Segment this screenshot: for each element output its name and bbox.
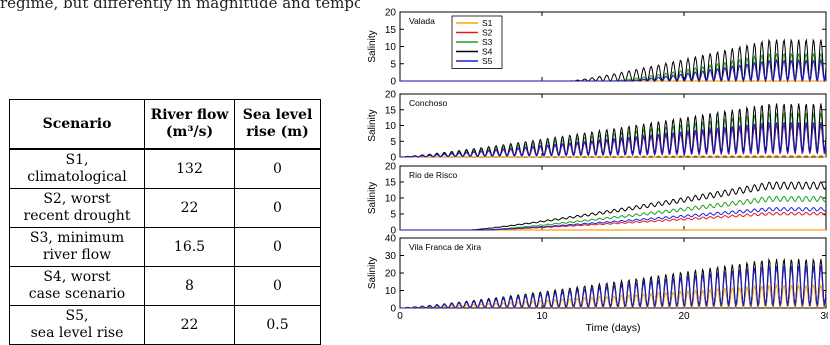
y-tick-label: 0 <box>390 304 396 315</box>
legend-label: S1 <box>482 18 493 28</box>
y-tick-label: 15 <box>385 178 397 189</box>
y-tick-label: 20 <box>385 90 397 101</box>
panel-frame <box>399 165 827 231</box>
x-tick-label: 20 <box>678 311 690 322</box>
y-tick-label: 15 <box>385 105 397 116</box>
y-axis-label: Salinity <box>367 109 378 141</box>
x-tick-label: 0 <box>397 311 403 322</box>
y-tick-label: 40 <box>385 234 397 245</box>
y-tick-label: 10 <box>385 121 397 132</box>
scenario-cell: S1, climatological <box>9 148 145 189</box>
header-river-flow-line2: (m³/s) <box>165 124 214 140</box>
scenario-line: river flow <box>42 247 112 263</box>
river-flow-cell: 16.5 <box>144 227 235 267</box>
scenario-cell: S5, sea level rise <box>9 305 145 345</box>
header-sea-level-rise: Sea level rise (m) <box>234 99 321 150</box>
scenario-line: case scenario <box>28 286 126 302</box>
scenario-cell: S3, minimum river flow <box>9 227 145 267</box>
legend-label: S5 <box>482 56 493 66</box>
table-row: S1, climatological 132 0 <box>9 148 321 189</box>
header-river-flow-line1: River flow <box>150 107 229 124</box>
table-header-row: Scenario River flow (m³/s) Sea level ris… <box>9 99 321 150</box>
header-river-flow: River flow (m³/s) <box>144 99 235 150</box>
river-flow-cell: 132 <box>144 148 235 189</box>
y-axis-label: Salinity <box>367 257 378 289</box>
legend-label: S3 <box>482 37 493 47</box>
salinity-timeseries-chart: 0 5 10 15 20 Salinity Valada 0 5 10 15 20 Salinity Co… <box>367 8 828 334</box>
y-tick-label: 5 <box>390 59 396 70</box>
scenario-line: sea level rise <box>30 325 124 341</box>
scenario-cell: S2, worst recent drought <box>9 188 145 228</box>
y-tick-label: 15 <box>385 25 397 36</box>
series-line-S5 <box>400 121 827 158</box>
river-flow-cell: 8 <box>144 266 235 306</box>
y-tick-label: 10 <box>385 42 397 53</box>
y-tick-label: 20 <box>385 269 397 280</box>
x-tick-label: 10 <box>536 311 548 322</box>
scenario-line: S2, worst <box>43 191 111 208</box>
table-row: S2, worst recent drought 22 0 <box>9 188 321 228</box>
y-tick-label: 0 <box>390 77 396 88</box>
y-tick-label: 10 <box>385 194 397 205</box>
y-tick-label: 10 <box>385 286 397 297</box>
scenario-line: climatological <box>27 169 127 185</box>
x-tick-label: 30 <box>820 311 828 322</box>
series-line-S5 <box>400 264 827 309</box>
table-row: S5, sea level rise 22 0.5 <box>9 305 321 345</box>
y-tick-label: 0 <box>390 153 396 164</box>
header-sea-level-line1: Sea level <box>242 107 313 124</box>
caption-top-text: regime, but differently in magnitude and… <box>0 0 360 12</box>
header-sea-level-line2: rise (m) <box>246 124 309 140</box>
series-line-S5 <box>400 58 827 83</box>
series-line-S5 <box>400 207 827 231</box>
x-axis-label: Time (days) <box>585 322 640 334</box>
header-scenario: Scenario <box>9 99 145 150</box>
y-tick-label: 30 <box>385 251 397 262</box>
scenario-table: Scenario River flow (m³/s) Sea level ris… <box>9 99 321 345</box>
station-label: Vila Franca de Xira <box>409 242 481 252</box>
sea-level-cell: 0 <box>234 227 321 267</box>
scenario-line: S5, <box>65 308 89 325</box>
legend-label: S4 <box>482 47 493 57</box>
river-flow-cell: 22 <box>144 305 235 345</box>
y-tick-label: 20 <box>385 8 397 19</box>
scenario-cell: S4, worst case scenario <box>9 266 145 306</box>
sea-level-cell: 0 <box>234 148 321 189</box>
y-axis-label: Salinity <box>367 182 378 214</box>
y-tick-label: 5 <box>390 137 396 148</box>
station-label: Conchoso <box>409 98 448 108</box>
table-row: S4, worst case scenario 8 0 <box>9 266 321 306</box>
scenario-line: recent drought <box>23 208 131 224</box>
sea-level-cell: 0 <box>234 266 321 306</box>
table-row: S3, minimum river flow 16.5 0 <box>9 227 321 267</box>
y-tick-label: 5 <box>390 210 396 221</box>
scenario-line: S3, minimum <box>29 230 125 247</box>
scenario-line: S1, <box>65 152 89 169</box>
header-scenario-line1: Scenario <box>42 115 112 132</box>
station-label: Valada <box>409 16 435 26</box>
y-axis-label: Salinity <box>367 30 378 62</box>
sea-level-cell: 0.5 <box>234 305 321 345</box>
station-label: Rio de Risco <box>409 170 457 180</box>
river-flow-cell: 22 <box>144 188 235 228</box>
y-tick-label: 20 <box>385 162 397 173</box>
sea-level-cell: 0 <box>234 188 321 228</box>
legend-label: S2 <box>482 28 493 38</box>
y-tick-label: 0 <box>390 226 396 237</box>
series-line-S1 <box>400 154 827 158</box>
scenario-line: S4, worst <box>43 269 111 286</box>
